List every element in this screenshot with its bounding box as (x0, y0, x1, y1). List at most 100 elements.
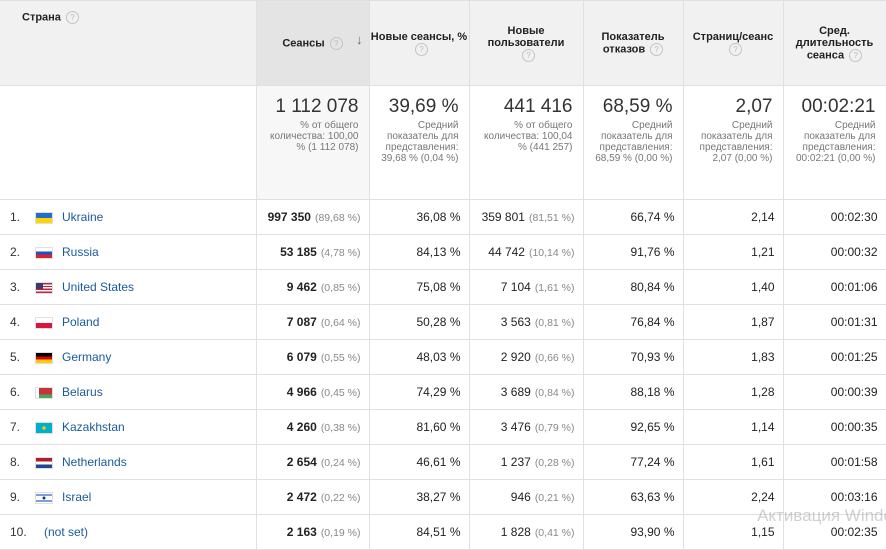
duration-cell: 00:00:35 (783, 409, 886, 445)
country-cell: 10. (not set) (0, 514, 257, 550)
pages-cell: 1,21 (683, 234, 784, 270)
flag-il-icon (36, 492, 52, 503)
header-duration-label: Сред. длительность сеанса (795, 24, 874, 61)
help-icon[interactable]: ? (415, 42, 428, 56)
sessions-percent: (0,38 %) (320, 422, 361, 434)
help-icon[interactable]: ? (65, 11, 79, 24)
duration-cell: 00:02:30 (783, 199, 886, 235)
country-link[interactable]: Netherlands (62, 455, 127, 469)
country-cell: 4. Poland (0, 304, 257, 340)
header-country[interactable]: Страна? (0, 0, 257, 86)
table-row: 9. Israel 2 472 (0,22 %) 38,27 % 946 (0,21 %) 6… (0, 479, 886, 515)
pages-cell: 2,24 (683, 479, 784, 515)
flag-kz-icon (36, 422, 52, 433)
totals-sub: Средний показатель для представления: 39… (381, 120, 459, 164)
help-icon[interactable]: ? (849, 48, 863, 62)
sessions-cell: 997 350 (89,68 %) (256, 199, 370, 235)
duration-cell: 00:00:32 (783, 234, 886, 270)
bounce-cell: 93,90 % (583, 514, 684, 550)
help-icon[interactable]: ? (650, 42, 664, 56)
row-index: 9. (10, 490, 21, 504)
sessions-percent: (0,22 %) (320, 492, 361, 504)
pages-cell: 1,14 (683, 409, 784, 445)
header-sessions[interactable]: Сеансы? ↓ (256, 0, 370, 86)
flag-nl-icon (36, 457, 52, 468)
totals-value: 1 112 078 (275, 96, 359, 117)
header-new-sessions[interactable]: Новые сеансы, %? (369, 0, 470, 86)
country-link[interactable]: (not set) (44, 525, 89, 539)
sessions-percent: (0,64 %) (320, 317, 361, 329)
new-sessions-cell: 46,61 % (369, 444, 470, 480)
country-link[interactable]: Israel (62, 490, 92, 504)
table-row: 4. Poland 7 087 (0,64 %) 50,28 % 3 563 (0,81 %… (0, 304, 886, 340)
country-link[interactable]: United States (62, 280, 135, 294)
bounce-cell: 80,84 % (583, 269, 684, 305)
new-users-percent: (10,14 %) (528, 247, 575, 259)
totals-value: 39,69 % (388, 96, 459, 117)
sessions-percent: (0,19 %) (320, 527, 361, 539)
help-icon[interactable]: ? (522, 48, 535, 62)
new-sessions-cell: 50,28 % (369, 304, 470, 340)
totals-sub: % от общего количества: 100,04 % (441 25… (483, 120, 573, 153)
country-link[interactable]: Belarus (62, 385, 103, 399)
totals-sub: Средний показатель для представления: 68… (595, 120, 673, 164)
sessions-percent: (89,68 %) (314, 212, 361, 224)
new-users-value: 2 920 (500, 350, 531, 364)
sessions-value: 6 079 (286, 350, 317, 364)
country-link[interactable]: Ukraine (62, 210, 104, 224)
totals-value: 2,07 (735, 96, 773, 117)
flag-pl-icon (36, 317, 52, 328)
country-cell: 1. Ukraine (0, 199, 257, 235)
new-users-cell: 3 476 (0,79 %) (469, 409, 584, 445)
new-users-percent: (1,61 %) (534, 282, 575, 294)
new-users-percent: (0,81 %) (534, 317, 575, 329)
help-icon[interactable]: ? (329, 36, 343, 50)
row-index: 7. (10, 420, 21, 434)
country-cell: 6. Belarus (0, 374, 257, 410)
header-pages-label: Страниц/сеанс (692, 30, 774, 43)
header-sessions-label: Сеансы (282, 36, 325, 49)
sort-descending-icon[interactable]: ↓ (356, 32, 363, 47)
sessions-percent: (0,45 %) (320, 387, 361, 399)
country-link[interactable]: Russia (62, 245, 99, 259)
new-sessions-cell: 75,08 % (369, 269, 470, 305)
sessions-cell: 2 472 (0,22 %) (256, 479, 370, 515)
header-new-users[interactable]: Новые пользователи? (469, 0, 584, 86)
pages-cell: 1,61 (683, 444, 784, 480)
new-users-value: 946 (510, 490, 531, 504)
row-index: 3. (10, 280, 21, 294)
help-icon[interactable]: ? (729, 42, 742, 56)
new-users-cell: 1 237 (0,28 %) (469, 444, 584, 480)
totals-label-cell (0, 85, 257, 200)
new-users-percent: (0,41 %) (534, 527, 575, 539)
row-index: 8. (10, 455, 21, 469)
totals-new-users: 441 416 % от общего количества: 100,04 % … (469, 85, 584, 200)
header-duration[interactable]: Сред. длительность сеанса? (783, 0, 886, 86)
country-link[interactable]: Poland (62, 315, 100, 329)
sessions-percent: (0,55 %) (320, 352, 361, 364)
header-pages[interactable]: Страниц/сеанс? (683, 0, 784, 86)
totals-bounce: 68,59 % Средний показатель для представле… (583, 85, 684, 200)
sessions-percent: (0,24 %) (320, 457, 361, 469)
duration-cell: 00:01:31 (783, 304, 886, 340)
new-users-cell: 359 801 (81,51 %) (469, 199, 584, 235)
new-sessions-cell: 84,13 % (369, 234, 470, 270)
windows-activation-watermark: Активация Windc (757, 506, 886, 525)
flag-ru-icon (36, 247, 52, 258)
totals-value: 00:02:21 (801, 96, 876, 117)
new-users-value: 3 689 (500, 385, 531, 399)
country-link[interactable]: Kazakhstan (62, 420, 125, 434)
new-users-value: 44 742 (488, 245, 525, 259)
new-users-cell: 3 689 (0,84 %) (469, 374, 584, 410)
sessions-percent: (0,85 %) (320, 282, 361, 294)
sessions-cell: 53 185 (4,78 %) (256, 234, 370, 270)
row-index: 5. (10, 350, 21, 364)
new-users-value: 3 563 (500, 315, 531, 329)
pages-cell: 1,28 (683, 374, 784, 410)
sessions-value: 4 966 (286, 385, 317, 399)
table-row: 10. (not set) 2 163 (0,19 %) 84,51 % 1 828 (0,… (0, 514, 886, 550)
sessions-cell: 4 966 (0,45 %) (256, 374, 370, 410)
header-bounce[interactable]: Показатель отказов? (583, 0, 684, 86)
country-link[interactable]: Germany (62, 350, 112, 364)
